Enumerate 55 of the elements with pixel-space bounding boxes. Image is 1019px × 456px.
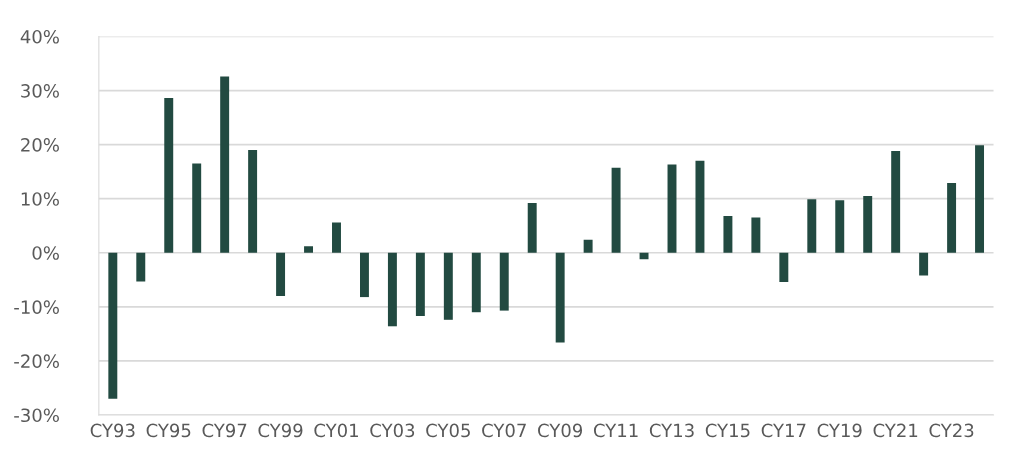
- bar: [835, 200, 845, 253]
- bar: [583, 239, 593, 253]
- y-tick-label: 0%: [32, 246, 59, 260]
- bar: [975, 145, 985, 253]
- bar: [276, 252, 286, 297]
- x-tick-label: CY05: [426, 423, 470, 438]
- x-tick-label: CY17: [761, 423, 806, 438]
- bar: [919, 252, 929, 276]
- bar: [723, 215, 733, 253]
- x-tick-label: CY23: [929, 423, 974, 438]
- bar: [136, 252, 146, 282]
- bar: [555, 252, 565, 343]
- y-tick-label: 40%: [20, 29, 59, 44]
- bar: [499, 252, 509, 311]
- y-tick-label: 20%: [21, 138, 59, 152]
- bar: [639, 252, 649, 260]
- bar: [108, 252, 118, 399]
- x-tick-label: CY95: [146, 423, 191, 438]
- x-tick-label: CY15: [705, 423, 750, 438]
- y-tick-label: -30%: [14, 408, 59, 423]
- bar: [947, 183, 957, 253]
- bar: [751, 217, 761, 253]
- bar: [891, 151, 901, 253]
- x-tick-label: CY21: [873, 423, 918, 438]
- y-tick-label: 30%: [21, 84, 59, 98]
- bar: [248, 150, 258, 253]
- bar: [332, 222, 341, 253]
- bar: [415, 252, 425, 317]
- x-tick-label: CY13: [649, 423, 694, 438]
- y-tick-label: 10%: [21, 192, 59, 206]
- bar: [527, 203, 537, 253]
- x-tick-label: CY11: [593, 423, 638, 438]
- x-tick-label: CY99: [258, 423, 303, 438]
- bar: [611, 167, 621, 253]
- x-tick-label: CY01: [314, 423, 358, 438]
- x-tick-label: CY07: [482, 423, 526, 438]
- bar: [359, 252, 369, 298]
- bar: [863, 195, 873, 253]
- bar: [471, 252, 481, 313]
- bar: [779, 252, 789, 282]
- x-tick-label: CY97: [202, 423, 247, 438]
- bar: [387, 252, 397, 327]
- bar: [164, 98, 174, 253]
- y-tick-label: -20%: [14, 354, 59, 369]
- bar: [695, 160, 705, 253]
- bar: [220, 76, 230, 253]
- bar: [304, 246, 314, 253]
- x-tick-label: CY19: [817, 423, 862, 438]
- bar: [443, 252, 453, 320]
- bar: [192, 163, 202, 253]
- x-tick-label: CY93: [90, 423, 135, 438]
- bar: [807, 199, 817, 253]
- x-tick-label: CY03: [370, 423, 415, 438]
- x-tick-label: CY09: [538, 423, 583, 438]
- y-tick-label: -10%: [14, 300, 59, 314]
